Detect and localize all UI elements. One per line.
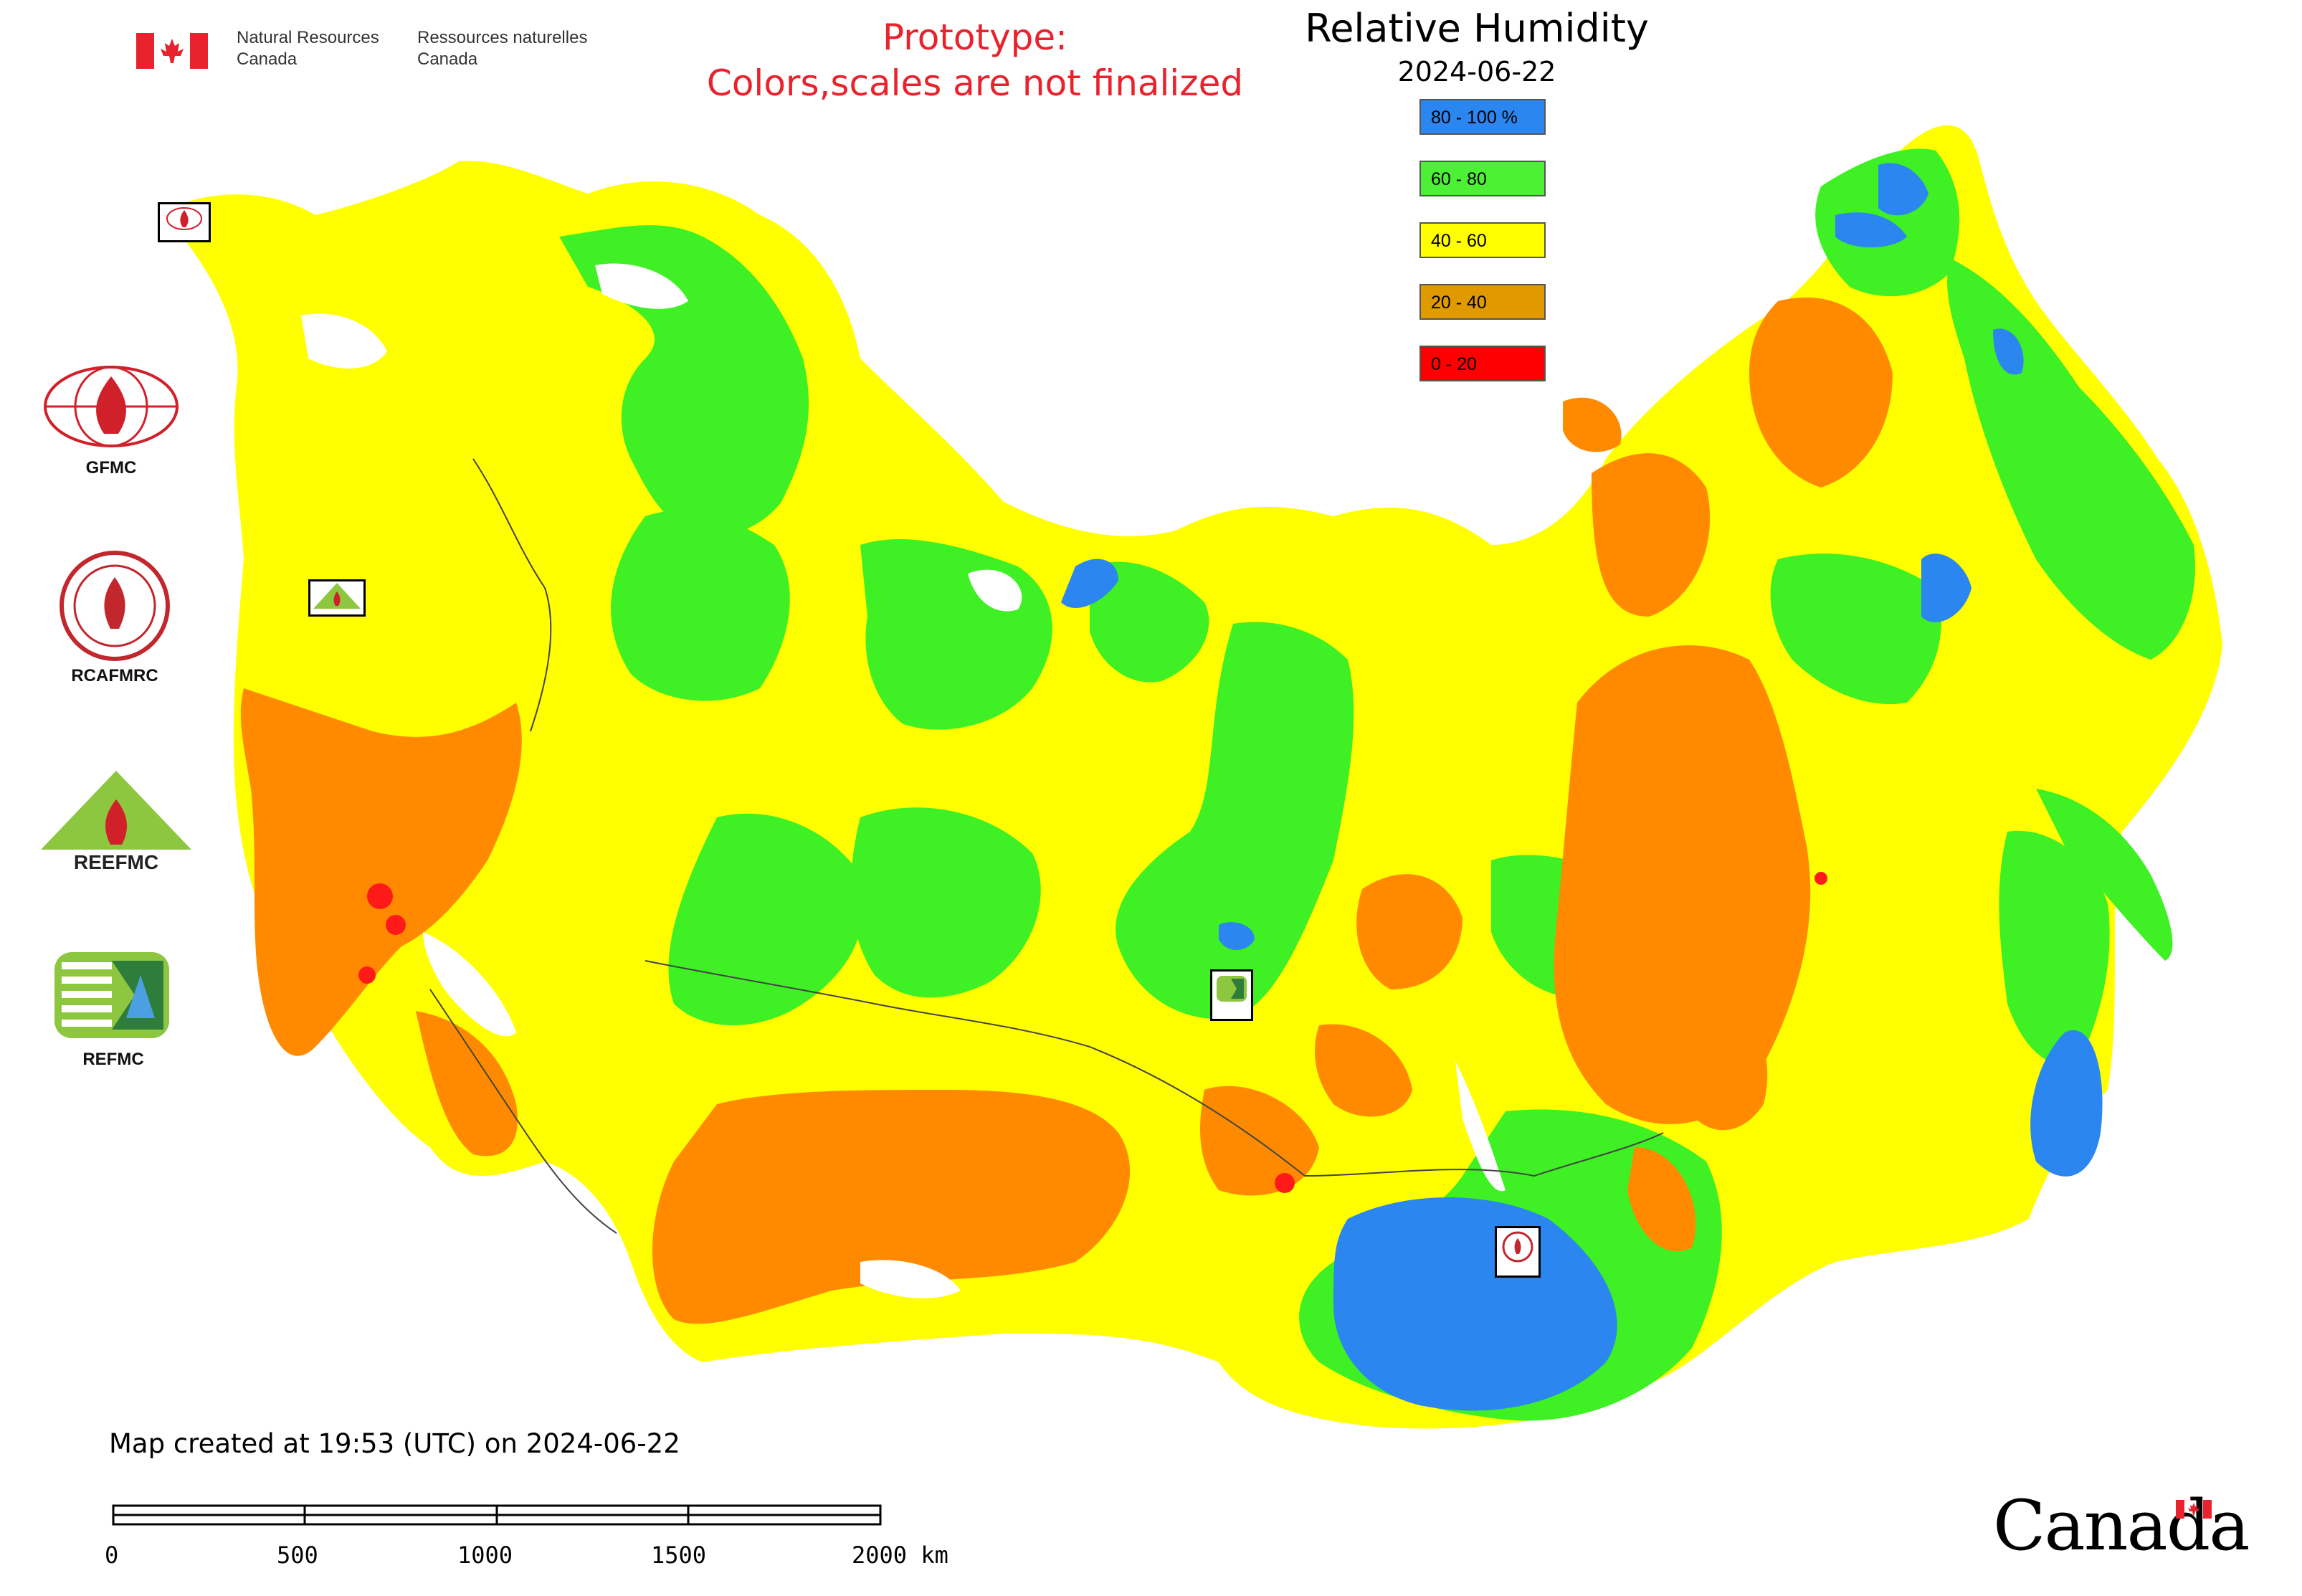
map-created-text: Map created at 19:53 (UTC) on 2024-06-22 [109,1428,680,1459]
legend-swatch-0-20: 0 - 20 [1419,346,1546,381]
legend-swatch-20-40: 20 - 40 [1419,284,1546,320]
prototype-line1: Prototype: [882,16,1068,58]
nrcan-header: Natural Resources Canada Ressources natu… [136,27,609,77]
gfmc-emblem-icon [44,366,179,447]
legend-swatch-80-100: 80 - 100 % [1419,99,1546,135]
legend-label: 20 - 40 [1431,293,1487,313]
agency-en-line1: Natural Resources [237,28,379,47]
refmc-marker-icon [1217,976,1247,1002]
rcafmrc-marker-icon [1502,1231,1533,1263]
legend-swatch-60-80: 60 - 80 [1419,161,1546,196]
refmc-emblem-icon [54,952,169,1038]
rcafmrc-caption: RCAFMRC [71,666,158,685]
canada-wordmark: Canada [1993,1486,2250,1566]
map-gfmc-marker [158,202,211,242]
gfmc-marker-icon [166,207,202,230]
country-borders [429,458,1664,1234]
legend-label: 40 - 60 [1431,231,1487,251]
legend-label: 80 - 100 % [1431,108,1518,128]
gfmc-logo: GFMC [39,362,183,478]
legend-label: 60 - 80 [1431,169,1487,189]
scale-tick-0: 0 [105,1542,119,1569]
canada-wordmark-flag-icon [2176,1500,2212,1519]
map-reefmc-marker [308,579,366,617]
lakes [301,313,1506,1298]
rcafmrc-emblem-icon [60,551,170,661]
refmc-caption: REFMC [82,1050,144,1069]
map-rcafmrc-marker [1495,1226,1541,1278]
agency-fr-line1: Ressources naturelles [417,28,588,47]
sea-areas [423,263,688,1037]
scale-tick-2000: 2000 km [852,1542,948,1569]
humidity-80-100-regions [1061,163,2103,1411]
scale-bar-graphic [112,1504,882,1526]
scale-tick-1000: 1000 [457,1542,513,1569]
scale-bar: 0 500 1000 1500 2000 km [99,1498,981,1570]
scale-tick-500: 500 [277,1542,318,1569]
legend-title: Relative Humidity [1305,6,1649,51]
agency-fr-line2: Canada [417,49,478,69]
humidity-0-20-regions [358,872,1827,1193]
reefmc-logo: REEFMC [37,767,195,878]
agency-name-fr: Ressources naturelles Canada [417,27,587,70]
rcafmrc-logo: RCAFMRC [57,548,172,686]
legend-date: 2024-06-22 [1397,56,1556,87]
canada-flag-icon [136,33,208,69]
map-refmc-marker [1210,969,1253,1021]
prototype-notice: Prototype: Colors,scales are not finaliz… [645,14,1305,106]
agency-name-en: Natural Resources Canada [237,27,379,70]
legend-label: 0 - 20 [1431,354,1477,374]
reefmc-text: REEFMC [74,851,158,873]
gfmc-caption: GFMC [85,458,137,478]
canada-wordmark-text: Canada [1993,1486,2250,1566]
legend-swatch-40-60: 40 - 60 [1419,222,1546,258]
reefmc-marker-icon [313,583,361,609]
prototype-line2: Colors,scales are not finalized [706,62,1244,104]
agency-en-line2: Canada [237,49,298,69]
scale-tick-1500: 1500 [651,1542,707,1569]
refmc-logo: REFMC [49,946,178,1070]
reefmc-emblem-icon: REEFMC [41,771,191,873]
humidity-20-40-regions [240,297,1893,1324]
